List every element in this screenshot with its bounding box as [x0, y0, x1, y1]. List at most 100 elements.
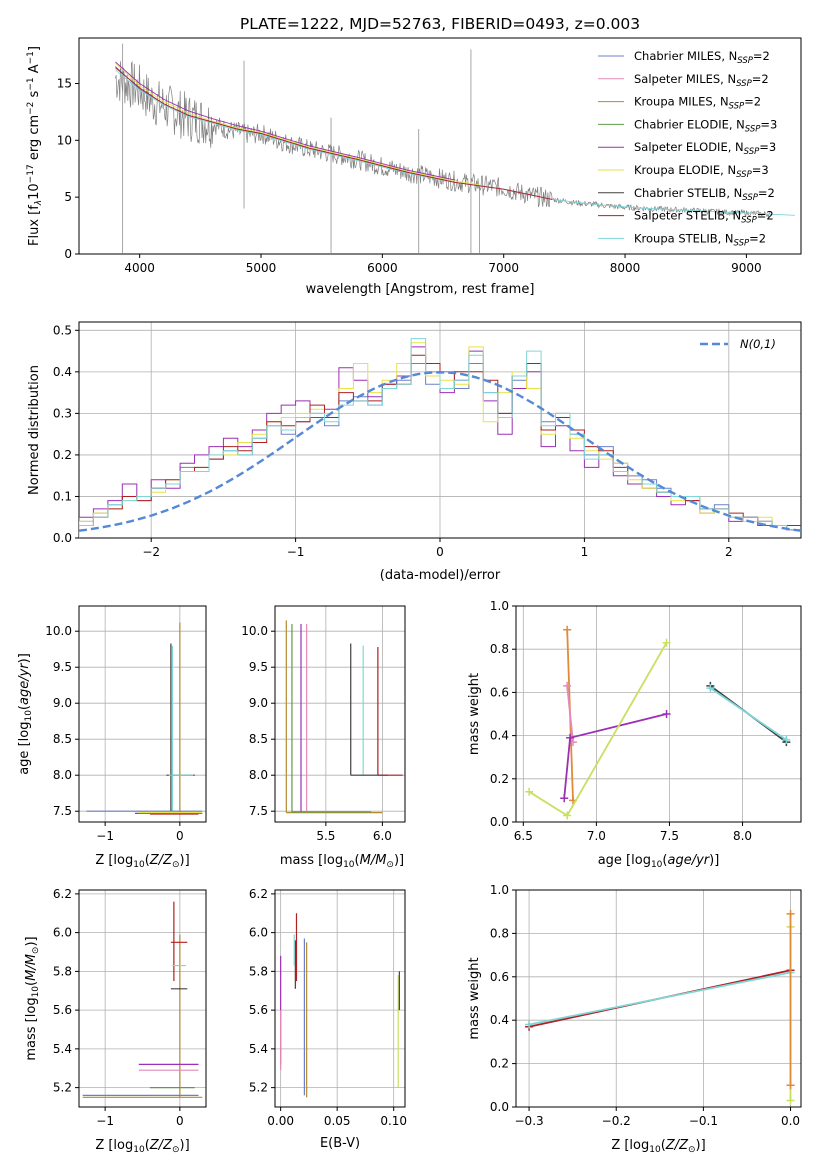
x-axis-label: Z [log10(Z/Z⊙)] [95, 853, 189, 870]
x-tick-label: −0.2 [602, 1114, 631, 1128]
plot-area [285, 620, 403, 814]
plot-area [525, 909, 795, 1105]
x-tick-label: −1 [287, 545, 305, 559]
plot-area [79, 338, 801, 538]
y-axis-label: Flux [fλ10−17 erg cm−2 s−1 A−1] [26, 46, 44, 246]
weight-line [563, 713, 667, 799]
legend-label: Kroupa ELODIE, NSSP=3 [634, 163, 769, 180]
y-tick-label: 0 [64, 247, 72, 261]
weight-marker [560, 794, 569, 803]
y-tick-label: 8.5 [249, 732, 268, 746]
plot-frame [274, 605, 406, 823]
legend-label: N(0,1) [740, 337, 776, 351]
y-tick-label: 9.5 [53, 660, 72, 674]
x-axis-label: Z [log10(Z/Z⊙)] [95, 1138, 189, 1155]
x-tick-label: 5000 [246, 261, 277, 275]
y-tick-label: 1.0 [490, 599, 509, 613]
plot-frame [274, 889, 406, 1108]
y-tick-label: 10 [57, 133, 72, 147]
plot-frame [78, 889, 207, 1108]
weight-marker [525, 787, 534, 796]
histogram-step [79, 338, 801, 538]
weight-marker [782, 735, 791, 744]
weight-marker [563, 625, 572, 634]
x-tick-label: 0.00 [267, 1114, 294, 1128]
legend-label: Chabrier STELIB, NSSP=2 [634, 186, 775, 203]
chart-Z_vs_age: −1 0 7.5 8.0 8.5 9.0 9.5 10.0 Z [log10(Z/Z⊙)] age… [17, 605, 207, 870]
x-tick-label: 8.0 [733, 829, 752, 843]
x-tick-label: 0 [436, 545, 444, 559]
spectrum-model-line [115, 61, 456, 181]
x-tick-label: −0.3 [515, 1114, 544, 1128]
plot-frame [78, 605, 207, 823]
y-tick-label: 0.8 [490, 926, 509, 940]
y-tick-label: 1.0 [490, 883, 509, 897]
y-tick-label: 5.4 [249, 1042, 268, 1056]
weight-line [528, 971, 791, 1026]
legend-label: Chabrier ELODIE, NSSP=3 [634, 117, 777, 134]
y-axis-label: mass weight [467, 957, 482, 1039]
x-tick-label: −1 [96, 1114, 114, 1128]
x-axis-label: E(B-V) [320, 1136, 360, 1151]
chart-residuals: −2 −1 0 1 2 0.0 0.1 0.2 0.3 0.4 0.5 N(0,1) (data-mod… [27, 321, 802, 583]
weight-marker [706, 684, 715, 693]
y-axis-label: mass [log10(M/M⊙)] [24, 936, 41, 1060]
weight-marker [786, 1081, 795, 1090]
x-tick-label: −1 [96, 829, 114, 843]
y-tick-label: 6.2 [249, 887, 268, 901]
chart-Z_vs_weight: −0.3 −0.2 −0.1 0.0 0.0 0.2 0.4 0.6 0.8 1.0 Z [log1… [467, 883, 802, 1155]
spectrum-model-line [115, 62, 480, 186]
x-tick-label: 6000 [367, 261, 398, 275]
y-tick-label: 7.5 [53, 804, 72, 818]
weight-marker [786, 1096, 795, 1105]
x-tick-label: 7.5 [660, 829, 679, 843]
y-tick-label: 9.0 [53, 696, 72, 710]
y-tick-label: 0.4 [490, 1013, 509, 1027]
x-tick-label: 8000 [610, 261, 641, 275]
chart-Z_vs_mass: −1 0 5.2 5.4 5.6 5.8 6.0 6.2 Z [log10(Z/Z⊙)] mass… [24, 887, 207, 1155]
x-tick-label: −0.1 [689, 1114, 718, 1128]
y-tick-label: 0.8 [490, 642, 509, 656]
y-tick-label: 0.5 [53, 323, 72, 337]
legend-label: Salpeter MILES, NSSP=2 [634, 72, 769, 89]
x-tick-label: 2 [725, 545, 733, 559]
x-axis-label: wavelength [Angstrom, rest frame] [306, 282, 535, 297]
y-tick-label: 0.2 [490, 772, 509, 786]
weight-marker [563, 681, 572, 690]
y-tick-label: 0.2 [490, 1057, 509, 1071]
weight-marker [786, 909, 795, 918]
y-axis-label: Normed distribution [27, 365, 42, 495]
x-axis-label: (data-model)/error [380, 568, 501, 583]
y-tick-label: 5.2 [53, 1081, 72, 1095]
x-tick-label: 6.0 [373, 829, 392, 843]
x-tick-label: 5.5 [316, 829, 335, 843]
y-tick-label: 7.5 [249, 804, 268, 818]
plot-area [82, 901, 203, 1098]
chart-mass_vs_age: 5.5 6.0 7.5 8.0 8.5 9.0 9.5 10.0 mass [log10(M/M… [241, 605, 406, 870]
y-tick-label: 8.0 [249, 768, 268, 782]
y-tick-label: 10.0 [45, 624, 72, 638]
y-tick-label: 5.8 [53, 964, 72, 978]
y-tick-label: 0.0 [490, 1100, 509, 1114]
chart-ebv_vs_mass: 0.00 0.05 0.10 5.2 5.4 5.6 5.8 6.0 6.2 E(B-V) [249, 887, 407, 1151]
y-tick-label: 6.0 [249, 926, 268, 940]
y-tick-label: 5.2 [249, 1081, 268, 1095]
weight-line [566, 685, 574, 743]
y-tick-label: 0.0 [490, 815, 509, 829]
x-tick-label: 9000 [731, 261, 762, 275]
x-tick-label: 7000 [488, 261, 519, 275]
plot-area [525, 625, 791, 820]
y-tick-label: 5.8 [249, 964, 268, 978]
plot-area [115, 43, 795, 254]
y-tick-label: 6.0 [53, 926, 72, 940]
x-axis-label: Z [log10(Z/Z⊙)] [611, 1138, 705, 1155]
legend-label: Salpeter ELODIE, NSSP=3 [634, 140, 776, 157]
gaussian-curve [79, 371, 801, 532]
chart-spectrum: 4000 5000 6000 7000 8000 9000 0 5 10 15 Chabrier M… [26, 37, 802, 297]
legend-label: Chabrier MILES, NSSP=2 [634, 49, 770, 66]
figure-title: PLATE=1222, MJD=52763, FIBERID=0493, z=0… [240, 15, 640, 33]
y-tick-label: 10.0 [241, 624, 268, 638]
x-tick-label: 0.05 [324, 1114, 351, 1128]
